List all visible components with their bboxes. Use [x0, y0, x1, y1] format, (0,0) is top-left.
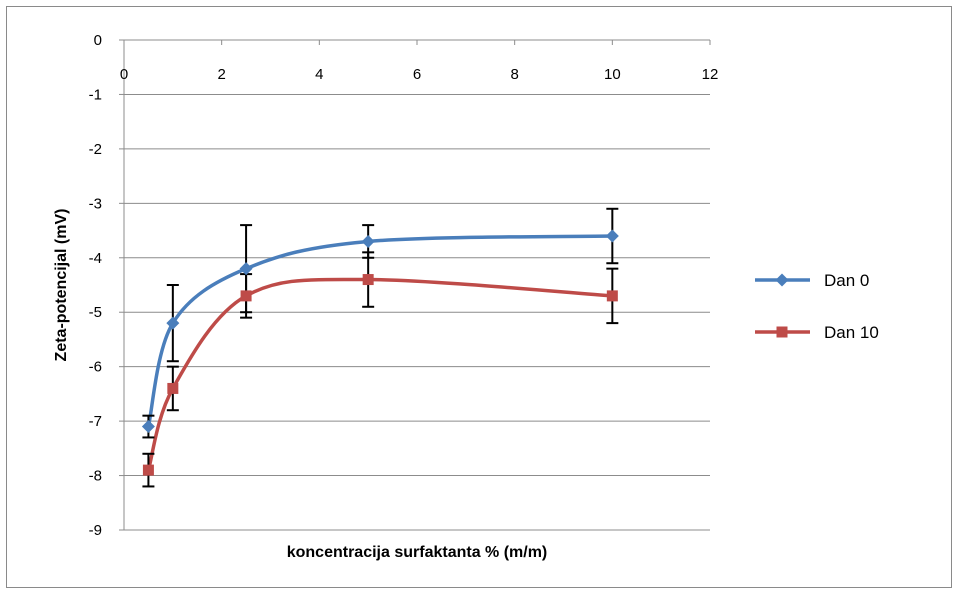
x-tick-label: 8 — [510, 66, 518, 83]
x-tick-label: 12 — [702, 66, 719, 83]
data-point-dan-10 — [142, 464, 154, 476]
legend-marker-dan-10 — [776, 326, 788, 338]
legend-label-dan-10: Dan 10 — [824, 323, 879, 342]
y-tick-label: -7 — [89, 413, 102, 430]
series-layer — [141, 207, 619, 488]
x-tick-label: 0 — [120, 66, 128, 83]
y-tick-label: -8 — [89, 468, 102, 485]
series-line-dan-10 — [146, 277, 615, 472]
data-point-dan-0 — [141, 420, 155, 434]
y-tick-label: -5 — [89, 304, 102, 321]
legend-marker-dan-0 — [775, 273, 789, 287]
data-point-dan-10 — [362, 274, 374, 286]
legend-item-dan-0: Dan 0 — [755, 271, 869, 290]
y-tick-label: -3 — [89, 195, 102, 212]
chart-frame — [6, 6, 952, 588]
legend-item-dan-10: Dan 10 — [755, 323, 879, 342]
x-tick-label: 10 — [604, 66, 621, 83]
error-bars-dan-10 — [142, 251, 619, 488]
markers-dan-10 — [142, 274, 618, 476]
y-tick-label: -1 — [89, 86, 102, 103]
legend-label-dan-0: Dan 0 — [824, 271, 869, 290]
x-tick-label: 4 — [315, 66, 323, 83]
y-axis-title: Zeta-potencijal (mV) — [53, 209, 70, 362]
y-tick-label: -9 — [89, 522, 102, 539]
data-point-dan-0 — [361, 234, 375, 248]
markers-dan-0 — [141, 229, 619, 434]
x-axis-title: koncentracija surfaktanta % (m/m) — [287, 544, 548, 561]
series-dan-0 — [146, 234, 615, 429]
y-tick-label: 0 — [94, 32, 102, 49]
data-point-dan-10 — [167, 382, 179, 394]
axes: 0 -1 -2 -3 -4 -5 -6 -7 -8 -9 0 2 4 6 8 10 12 — [89, 32, 719, 539]
y-tick-label: -6 — [89, 359, 102, 376]
data-point-dan-10 — [606, 290, 618, 302]
y-tick-label: -2 — [89, 141, 102, 158]
data-point-dan-0 — [166, 316, 180, 330]
x-tick-label: 6 — [413, 66, 421, 83]
y-tick-label: -4 — [89, 250, 102, 267]
data-point-dan-10 — [240, 290, 252, 302]
series-line-dan-0 — [146, 234, 615, 429]
legend: Dan 0 Dan 10 — [755, 271, 879, 342]
data-point-dan-0 — [605, 229, 619, 243]
series-dan-10 — [146, 277, 615, 472]
data-point-dan-0 — [239, 262, 253, 276]
x-tick-label: 2 — [217, 66, 225, 83]
